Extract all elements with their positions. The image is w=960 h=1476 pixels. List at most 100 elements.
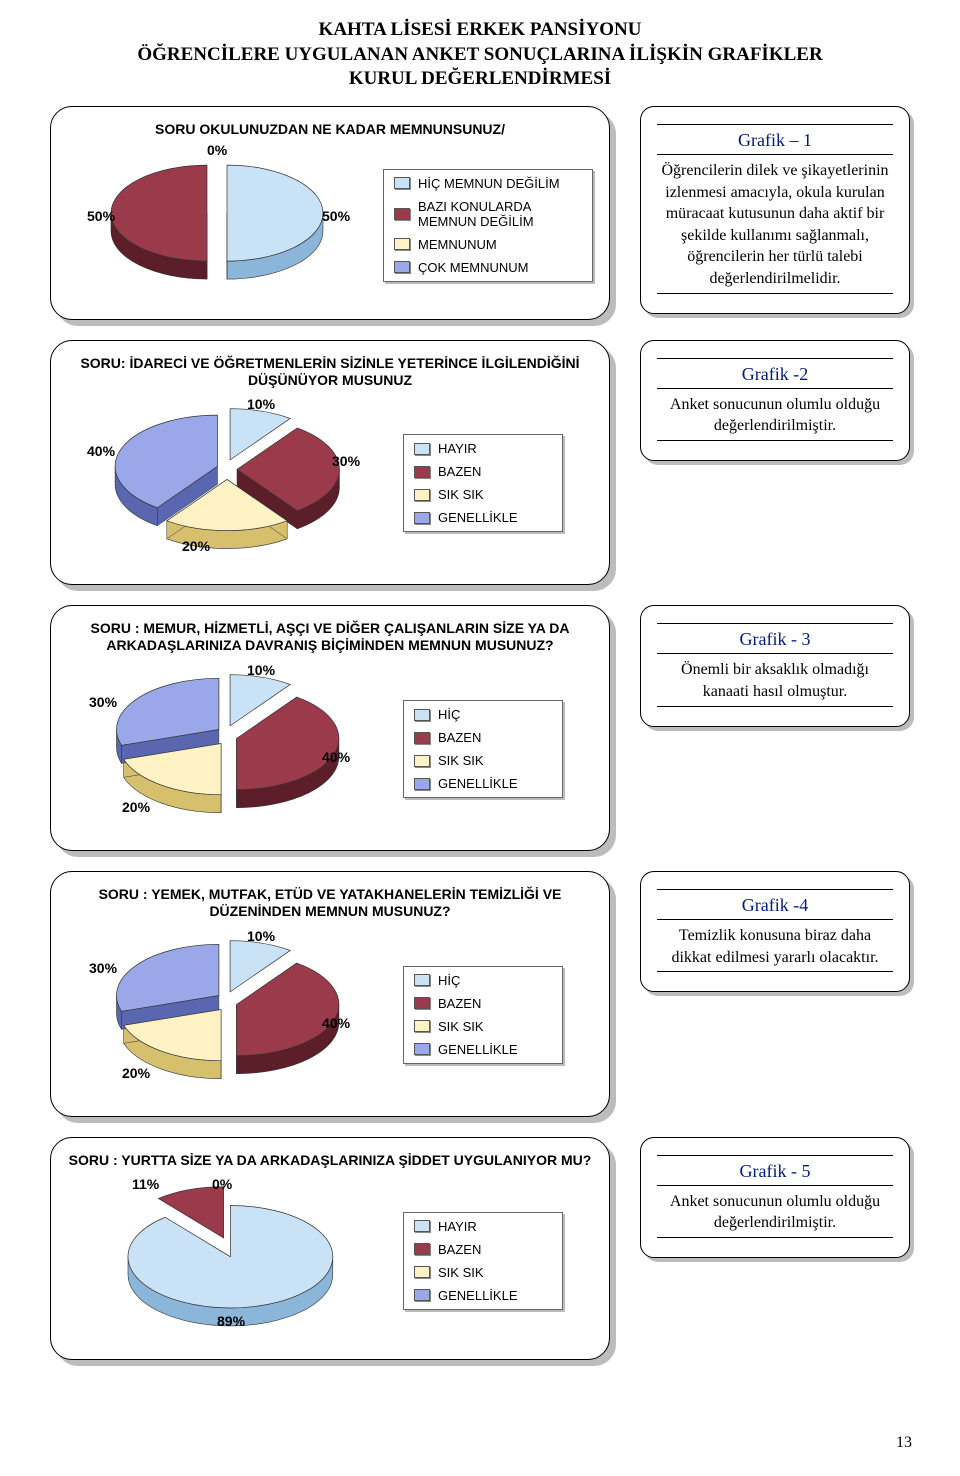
- legend-label: GENELLİKLE: [438, 776, 518, 791]
- chart-body: 89%11%0% HAYIR BAZEN SIK SIK GENELLİKLE: [67, 1178, 593, 1343]
- grafik-body: Temizlik konusuna biraz daha dikkat edil…: [657, 925, 893, 968]
- slice-label: 50%: [322, 208, 350, 224]
- legend-item: SIK SIK: [414, 1265, 552, 1280]
- legend-item: HAYIR: [414, 441, 552, 456]
- legend-swatch: [394, 208, 410, 220]
- legend-label: GENELLİKLE: [438, 510, 518, 525]
- legend-item: ÇOK MEMNUNUM: [394, 260, 582, 275]
- grafik-title: Grafik -2: [657, 364, 893, 385]
- slice-label: 30%: [332, 453, 360, 469]
- chart-title: SORU OKULUNUZDAN NE KADAR MEMNUNSUNUZ/: [67, 121, 593, 138]
- page-number: 13: [896, 1434, 912, 1452]
- legend-item: BAZEN: [414, 1242, 552, 1257]
- legend-swatch: [414, 1220, 430, 1232]
- legend-item: HİÇ: [414, 973, 552, 988]
- legend-swatch: [414, 1043, 430, 1055]
- grafik-body: Önemli bir aksaklık olmadığı kanaati has…: [657, 659, 893, 702]
- legend-label: SIK SIK: [438, 1019, 484, 1034]
- legend-item: HAYIR: [414, 1219, 552, 1234]
- chart-legend: HİÇ BAZEN SIK SIK GENELLİKLE: [403, 966, 563, 1064]
- legend-label: SIK SIK: [438, 753, 484, 768]
- legend-swatch: [414, 489, 430, 501]
- legend-swatch: [414, 778, 430, 790]
- legend-item: GENELLİKLE: [414, 1042, 552, 1057]
- legend-label: HAYIR: [438, 441, 477, 456]
- chart-card: SORU : MEMUR, HİZMETLİ, AŞÇI VE DİĞER ÇA…: [50, 605, 610, 851]
- slice-label: 40%: [87, 443, 115, 459]
- legend-swatch: [394, 177, 410, 189]
- chart-title: SORU : YURTTA SİZE YA DA ARKADAŞLARINIZA…: [67, 1152, 593, 1169]
- chart-legend: HAYIR BAZEN SIK SIK GENELLİKLE: [403, 434, 563, 532]
- chart-body: 10% 40% 20% 30% HİÇ BAZEN SIK SIK GENELLİKLE: [67, 664, 593, 834]
- section-row: SORU : YURTTA SİZE YA DA ARKADAŞLARINIZA…: [0, 1131, 960, 1375]
- slice-label: 30%: [89, 694, 117, 710]
- pie-chart: 10%40%20%30%: [67, 930, 387, 1100]
- legend-item: SIK SIK: [414, 753, 552, 768]
- legend-item: MEMNUNUM: [394, 237, 582, 252]
- grafik-body: Anket sonucunun olumlu olduğu değerlendi…: [657, 394, 893, 437]
- sections-container: SORU OKULUNUZDAN NE KADAR MEMNUNSUNUZ/50…: [0, 100, 960, 1374]
- legend-item: HİÇ MEMNUN DEĞİLİM: [394, 176, 582, 191]
- legend-item: BAZEN: [414, 730, 552, 745]
- section-row: SORU: İDARECİ VE ÖĞRETMENLERİN SİZİNLE Y…: [0, 334, 960, 600]
- chart-legend: HİÇ BAZEN SIK SIK GENELLİKLE: [403, 700, 563, 798]
- grafik-card: Grafik -4 Temizlik konusuna biraz daha di…: [640, 871, 910, 992]
- legend-swatch: [414, 1020, 430, 1032]
- legend-item: GENELLİKLE: [414, 1288, 552, 1303]
- chart-body: 10%40%20%30%HİÇBAZENSIK SIKGENELLİKLE: [67, 930, 593, 1100]
- slice-label: 40%: [322, 749, 350, 765]
- page-title-line: KAHTA LİSESİ ERKEK PANSİYONU: [40, 18, 920, 43]
- legend-label: SIK SIK: [438, 487, 484, 502]
- chart-card: SORU : YEMEK, MUTFAK, ETÜD VE YATAKHANEL…: [50, 871, 610, 1117]
- legend-item: HİÇ: [414, 707, 552, 722]
- legend-swatch: [394, 261, 410, 273]
- grafik-body: Anket sonucunun olumlu olduğu değerlendi…: [657, 1191, 893, 1234]
- legend-swatch: [414, 1289, 430, 1301]
- legend-label: HAYIR: [438, 1219, 477, 1234]
- legend-item: SIK SIK: [414, 487, 552, 502]
- section-row: SORU OKULUNUZDAN NE KADAR MEMNUNSUNUZ/50…: [0, 100, 960, 334]
- legend-item: BAZEN: [414, 464, 552, 479]
- slice-label-extra: 0%: [212, 1176, 232, 1192]
- legend-label: SIK SIK: [438, 1265, 484, 1280]
- slice-label-extra: 0%: [207, 142, 227, 158]
- legend-label: BAZEN: [438, 730, 481, 745]
- grafik-title: Grafik -4: [657, 895, 893, 916]
- legend-swatch: [414, 732, 430, 744]
- grafik-card: Grafik -2 Anket sonucunun olumlu olduğu d…: [640, 340, 910, 461]
- slice-label: 10%: [247, 662, 275, 678]
- legend-label: HİÇ: [438, 707, 460, 722]
- section-row: SORU : YEMEK, MUTFAK, ETÜD VE YATAKHANEL…: [0, 865, 960, 1131]
- slice-label: 50%: [87, 208, 115, 224]
- chart-legend: HAYIR BAZEN SIK SIK GENELLİKLE: [403, 1212, 563, 1310]
- legend-swatch: [414, 755, 430, 767]
- chart-legend: HİÇ MEMNUN DEĞİLİMBAZI KONULARDA MEMNUN …: [383, 169, 593, 282]
- legend-swatch: [414, 997, 430, 1009]
- slice-label: 89%: [217, 1313, 245, 1329]
- slice-label: 30%: [89, 960, 117, 976]
- section-row: SORU : MEMUR, HİZMETLİ, AŞÇI VE DİĞER ÇA…: [0, 599, 960, 865]
- chart-body: 10%30%20%40%HAYIRBAZENSIK SIKGENELLİKLE: [67, 398, 593, 568]
- legend-label: HİÇ: [438, 973, 460, 988]
- legend-swatch: [414, 709, 430, 721]
- legend-item: BAZEN: [414, 996, 552, 1011]
- legend-label: BAZEN: [438, 1242, 481, 1257]
- legend-swatch: [414, 443, 430, 455]
- legend-swatch: [394, 238, 410, 250]
- legend-item: GENELLİKLE: [414, 776, 552, 791]
- chart-title: SORU: İDARECİ VE ÖĞRETMENLERİN SİZİNLE Y…: [67, 355, 593, 389]
- page-title-line: ÖĞRENCİLERE UYGULANAN ANKET SONUÇLARINA …: [40, 43, 920, 68]
- legend-swatch: [414, 974, 430, 986]
- grafik-title: Grafik - 5: [657, 1161, 893, 1182]
- slice-label: 20%: [122, 799, 150, 815]
- chart-title: SORU : MEMUR, HİZMETLİ, AŞÇI VE DİĞER ÇA…: [67, 620, 593, 654]
- slice-label: 10%: [247, 928, 275, 944]
- chart-body: 50%50%0%HİÇ MEMNUN DEĞİLİMBAZI KONULARDA…: [67, 148, 593, 303]
- legend-label: GENELLİKLE: [438, 1042, 518, 1057]
- slice-label: 40%: [322, 1015, 350, 1031]
- pie-chart: 89%11%0%: [67, 1178, 387, 1343]
- legend-label: HİÇ MEMNUN DEĞİLİM: [418, 176, 560, 191]
- pie-chart: 10% 40% 20% 30%: [67, 664, 387, 834]
- chart-card: SORU : YURTTA SİZE YA DA ARKADAŞLARINIZA…: [50, 1137, 610, 1361]
- grafik-body: Öğrencilerin dilek ve şikayetlerinin izl…: [657, 160, 893, 290]
